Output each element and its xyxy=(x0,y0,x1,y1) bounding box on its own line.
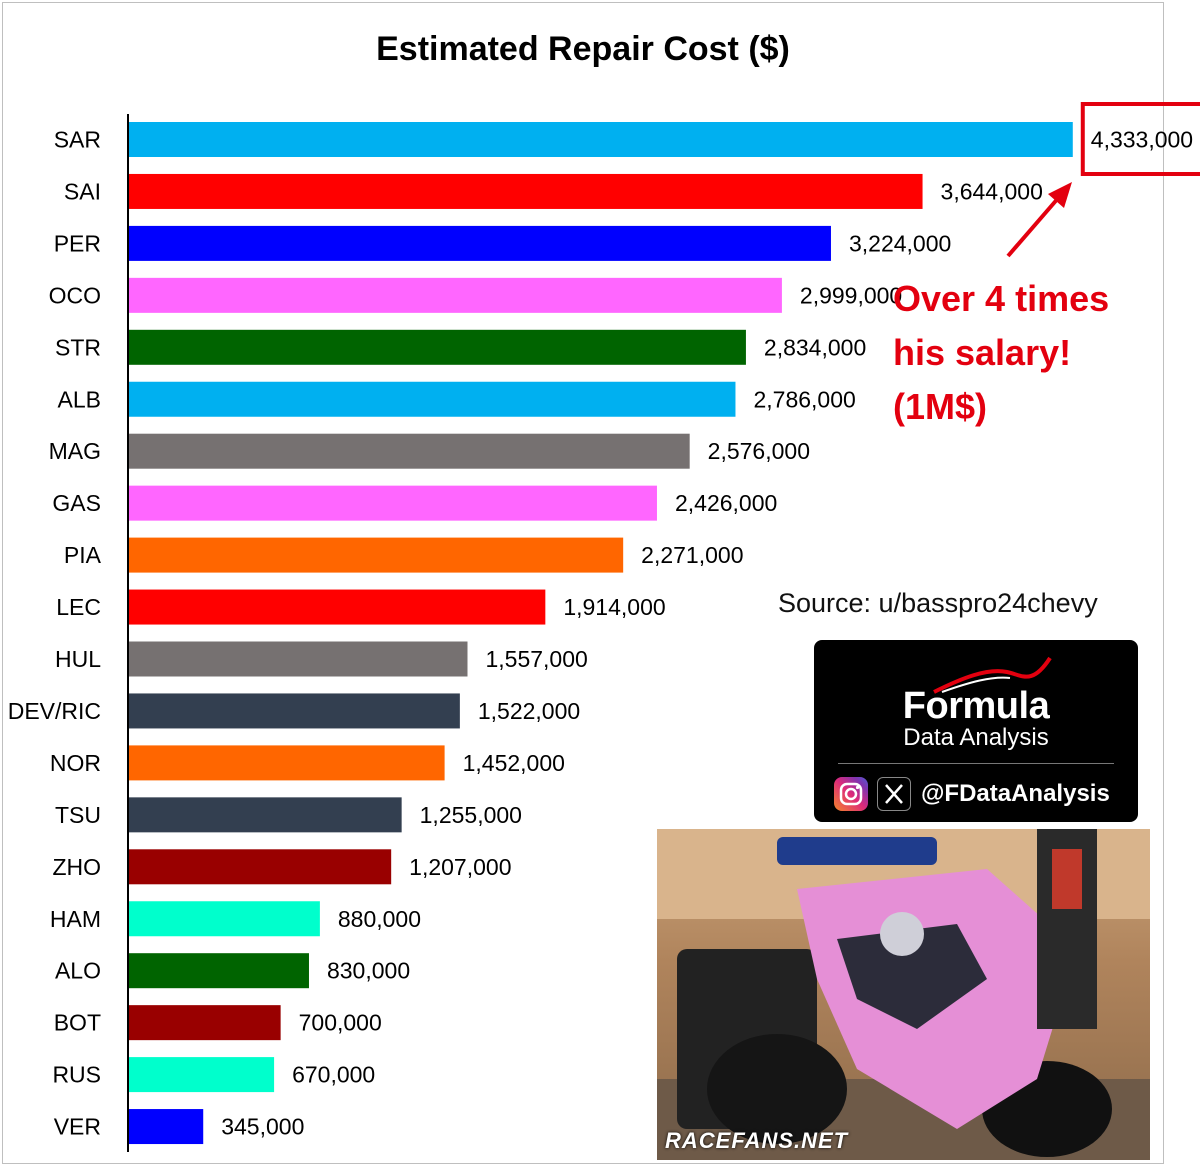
value-label: 1,557,000 xyxy=(485,646,587,672)
category-label: LEC xyxy=(56,594,101,620)
value-label: 1,207,000 xyxy=(409,854,511,880)
highlight-box xyxy=(1080,102,1200,176)
category-label: NOR xyxy=(50,750,101,776)
source-note: Source: u/basspro24chevy xyxy=(778,588,1098,618)
bar xyxy=(128,122,1073,157)
callout-line-2: his salary! xyxy=(893,332,1072,373)
category-label: HAM xyxy=(50,906,101,932)
value-label: 2,786,000 xyxy=(753,386,855,412)
car-illustration xyxy=(657,829,1150,1160)
category-label: DEV/RIC xyxy=(8,698,101,724)
bar xyxy=(128,901,320,937)
value-label: 1,255,000 xyxy=(420,802,522,828)
category-label: ALB xyxy=(58,386,101,412)
category-label: SAI xyxy=(64,178,101,204)
callout-arrow xyxy=(1006,194,1062,258)
category-label: VER xyxy=(54,1114,101,1140)
bar xyxy=(128,433,690,469)
bar xyxy=(128,381,736,417)
brand-logo-card: Formula Data Analysis xyxy=(814,640,1138,822)
bar xyxy=(128,1057,275,1093)
category-label: SAR xyxy=(54,127,101,153)
chart-title: Estimated Repair Cost ($) xyxy=(376,30,790,68)
bar xyxy=(128,641,468,677)
category-label: ALO xyxy=(55,958,101,984)
bar xyxy=(128,745,445,781)
bar xyxy=(128,849,392,885)
callout-line-1: Over 4 times xyxy=(893,278,1110,319)
bar xyxy=(128,173,923,209)
crashed-car-photo: RACEFANS.NET xyxy=(657,829,1150,1160)
value-label: 2,576,000 xyxy=(708,438,810,464)
value-label: 2,834,000 xyxy=(764,334,866,360)
instagram-icon xyxy=(834,777,868,811)
value-label: 2,271,000 xyxy=(641,542,743,568)
bar xyxy=(128,797,402,833)
category-label: MAG xyxy=(49,438,101,464)
category-label: ZHO xyxy=(52,854,101,880)
bar xyxy=(128,329,746,365)
value-label: 3,644,000 xyxy=(941,178,1043,204)
category-label: RUS xyxy=(52,1062,101,1088)
category-label: GAS xyxy=(52,490,101,516)
photo-caption: RACEFANS.NET xyxy=(665,1128,849,1153)
category-label: PIA xyxy=(64,542,102,568)
value-label: 1,452,000 xyxy=(463,750,565,776)
value-label: 345,000 xyxy=(221,1114,304,1140)
value-label: 880,000 xyxy=(338,906,421,932)
bar xyxy=(128,953,309,989)
category-label: OCO xyxy=(49,282,101,308)
value-label: 830,000 xyxy=(327,958,410,984)
value-label: 700,000 xyxy=(299,1010,382,1036)
bar xyxy=(128,485,657,521)
category-label: TSU xyxy=(55,802,101,828)
bar xyxy=(128,589,546,625)
callout-arrowhead xyxy=(1048,182,1072,208)
x-icon xyxy=(877,777,911,811)
brand-subtitle: Data Analysis xyxy=(903,724,1049,751)
value-label: 4,333,000 xyxy=(1091,127,1193,153)
value-label: 2,999,000 xyxy=(800,282,902,308)
bar xyxy=(128,693,460,729)
callout-line-3: (1M$) xyxy=(893,386,988,427)
value-label: 670,000 xyxy=(292,1062,375,1088)
category-label: STR xyxy=(55,334,101,360)
brand-divider xyxy=(838,763,1114,764)
category-label: HUL xyxy=(55,646,101,672)
social-handle: @FDataAnalysis xyxy=(921,780,1110,807)
value-label: 1,914,000 xyxy=(563,594,665,620)
value-label: 1,522,000 xyxy=(478,698,580,724)
bar xyxy=(128,277,782,313)
callout-text: Over 4 times his salary! (1M$) xyxy=(893,272,1109,434)
value-label: 3,224,000 xyxy=(849,230,951,256)
value-label: 2,426,000 xyxy=(675,490,777,516)
category-label: BOT xyxy=(54,1010,101,1036)
bar xyxy=(128,225,831,261)
bar xyxy=(128,1005,281,1041)
bar xyxy=(128,1109,204,1145)
category-label: PER xyxy=(54,230,101,256)
bar xyxy=(128,537,624,573)
swoosh-icon xyxy=(933,656,1052,694)
brand-name: Formula xyxy=(902,685,1050,727)
